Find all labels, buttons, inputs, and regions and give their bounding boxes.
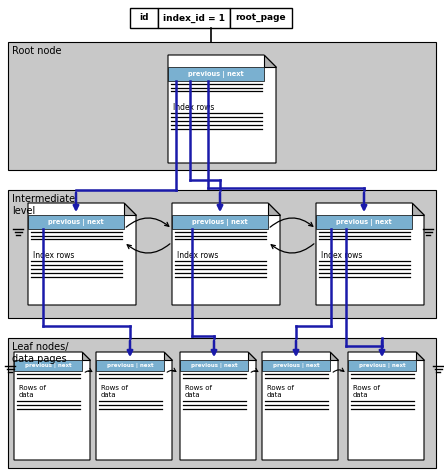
Bar <box>8 338 436 468</box>
Bar <box>96 360 164 371</box>
Text: Root node: Root node <box>12 46 62 56</box>
Bar <box>168 67 264 81</box>
Text: previous | next: previous | next <box>48 218 104 226</box>
Polygon shape <box>412 203 424 215</box>
Polygon shape <box>82 352 90 360</box>
Polygon shape <box>330 352 338 360</box>
Text: Index rows: Index rows <box>321 250 362 259</box>
Text: Intermediate
level: Intermediate level <box>12 194 75 216</box>
Text: index_id = 1: index_id = 1 <box>163 13 225 22</box>
Bar <box>316 215 412 229</box>
Bar <box>28 215 124 229</box>
Text: previous | next: previous | next <box>188 70 244 78</box>
Text: Rows of
data: Rows of data <box>267 385 294 398</box>
Bar <box>172 215 268 229</box>
Text: previous | next: previous | next <box>273 363 319 368</box>
Polygon shape <box>164 352 172 360</box>
Text: root_page: root_page <box>236 13 286 22</box>
Polygon shape <box>248 352 256 360</box>
Bar <box>230 8 292 28</box>
Text: Rows of
data: Rows of data <box>19 385 46 398</box>
Polygon shape <box>262 352 338 460</box>
Polygon shape <box>348 352 424 460</box>
Polygon shape <box>124 203 136 215</box>
Text: previous | next: previous | next <box>359 363 405 368</box>
Bar <box>158 8 230 28</box>
Text: previous | next: previous | next <box>107 363 153 368</box>
Polygon shape <box>316 203 424 305</box>
Polygon shape <box>14 352 90 460</box>
Text: Leaf nodes/
data pages: Leaf nodes/ data pages <box>12 342 68 364</box>
Text: Index rows: Index rows <box>173 102 214 111</box>
Polygon shape <box>416 352 424 360</box>
Polygon shape <box>168 55 276 163</box>
Text: Rows of
data: Rows of data <box>101 385 128 398</box>
Text: previous | next: previous | next <box>192 218 248 226</box>
Text: previous | next: previous | next <box>190 363 237 368</box>
Bar <box>262 360 330 371</box>
Polygon shape <box>264 55 276 67</box>
Bar <box>348 360 416 371</box>
Text: Index rows: Index rows <box>33 250 75 259</box>
Bar <box>14 360 82 371</box>
Text: Rows of
data: Rows of data <box>185 385 212 398</box>
Bar <box>8 42 436 170</box>
Polygon shape <box>180 352 256 460</box>
Bar <box>8 190 436 318</box>
Polygon shape <box>28 203 136 305</box>
Text: id: id <box>139 13 149 22</box>
Polygon shape <box>172 203 280 305</box>
Bar <box>180 360 248 371</box>
Polygon shape <box>268 203 280 215</box>
Bar <box>130 8 158 28</box>
Text: Index rows: Index rows <box>177 250 218 259</box>
Text: previous | next: previous | next <box>25 363 71 368</box>
Text: Rows of
data: Rows of data <box>353 385 380 398</box>
Polygon shape <box>96 352 172 460</box>
Text: previous | next: previous | next <box>336 218 392 226</box>
